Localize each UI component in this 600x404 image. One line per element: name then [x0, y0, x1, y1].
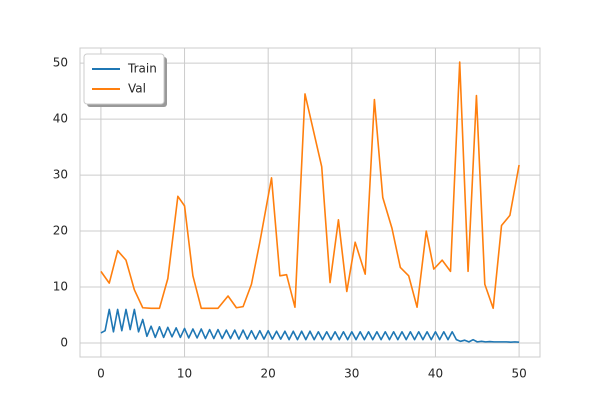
x-tick-label: 0	[97, 367, 105, 381]
y-tick-label: 10	[53, 280, 68, 294]
legend-label: Val	[128, 82, 146, 96]
x-tick-label: 40	[428, 367, 443, 381]
legend-box	[83, 53, 165, 105]
legend-label: Train	[127, 62, 157, 76]
y-tick-label: 20	[53, 224, 68, 238]
y-tick-label: 40	[53, 112, 68, 126]
x-tick-label: 10	[177, 367, 192, 381]
y-tick-label: 30	[53, 168, 68, 182]
data-line	[100, 61, 520, 310]
y-tick-label: 0	[60, 336, 68, 350]
y-tick-label: 50	[53, 56, 68, 70]
x-tick-label: 50	[511, 367, 526, 381]
data-line	[100, 308, 520, 343]
x-tick-label: 30	[344, 367, 359, 381]
x-tick-label: 20	[261, 367, 276, 381]
